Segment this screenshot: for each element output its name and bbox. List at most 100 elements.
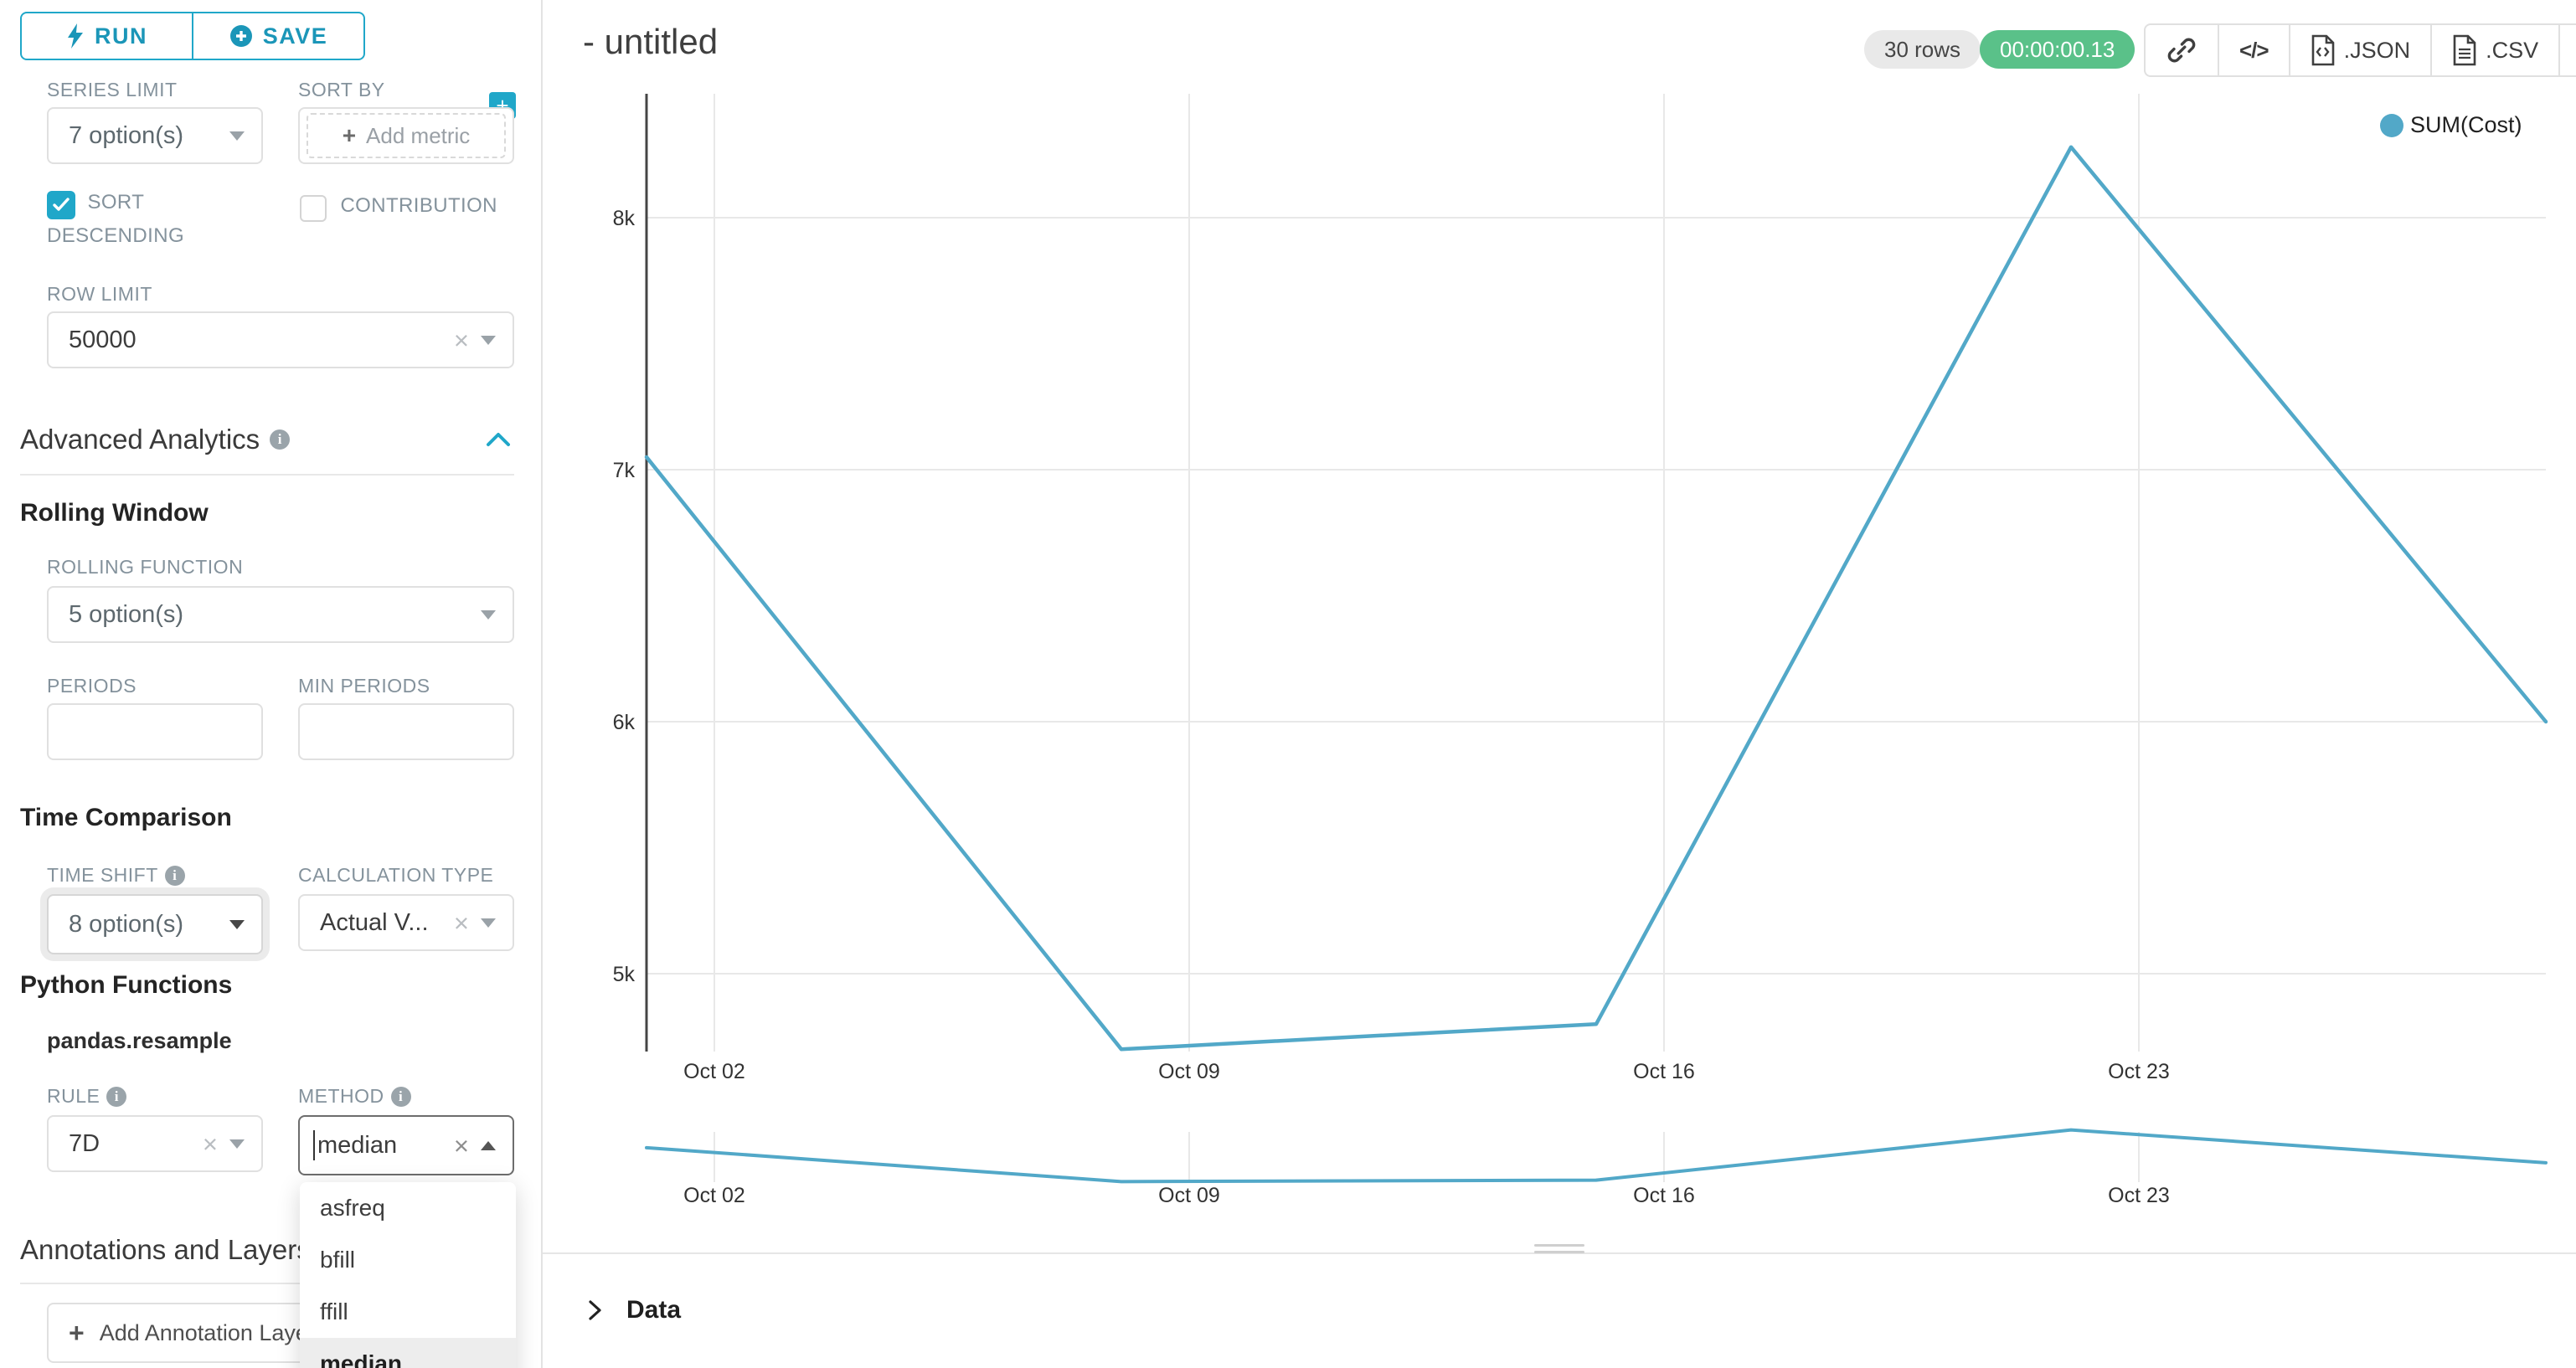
method-label: METHOD i [298,1085,411,1108]
legend-item[interactable]: SUM(Cost) [2380,112,2522,138]
plus-circle-icon [229,25,252,47]
rolling-window-title: Rolling Window [20,499,209,527]
run-save-button-group: RUN SAVE [20,12,365,60]
export-button-group: </> .JSON .CSV [2144,23,2576,77]
contribution-checkbox[interactable] [300,194,327,222]
info-circle-icon[interactable]: i [390,1086,411,1107]
info-circle-icon[interactable]: i [164,865,185,886]
time-shift-value: 8 option(s) [69,910,184,938]
x-tick-label: Oct 02 [683,1060,745,1083]
info-circle-icon[interactable]: i [106,1086,127,1107]
export-json-label: .JSON [2343,37,2411,63]
section-divider [20,1283,514,1284]
save-button-label: SAVE [262,23,328,49]
time-shift-label: TIME SHIFT i [47,864,185,887]
clear-icon[interactable]: × [202,1129,218,1159]
min-periods-input[interactable] [298,703,514,760]
annotations-title: Annotations and Layers [20,1234,311,1265]
plus-icon: + [69,1317,85,1348]
sort-descending-checkbox[interactable] [47,190,75,219]
rolling-function-label: ROLLING FUNCTION [47,556,244,578]
advanced-analytics-title: Advanced Analytics [20,424,260,455]
clear-icon[interactable]: × [453,325,469,355]
export-csv-button[interactable]: .CSV [2430,25,2558,75]
method-value: median [317,1131,398,1159]
contribution-control[interactable]: CONTRIBUTION [300,189,534,223]
check-icon [53,198,70,211]
save-button[interactable]: SAVE [192,13,363,59]
method-option-ffill[interactable]: ffill [320,1299,348,1324]
pandas-resample-label: pandas.resample [47,1028,232,1053]
method-dropdown: asfreq bfill ffill median [300,1182,516,1368]
row-count-badge: 30 rows [1864,30,1981,69]
x-tick-label: Oct 09 [1158,1060,1220,1083]
add-metric-label: Add metric [366,122,471,148]
info-circle-icon[interactable]: i [270,429,291,450]
copy-link-button[interactable] [2146,25,2218,75]
chevron-down-icon [481,335,496,345]
embed-code-button[interactable]: </> [2218,25,2289,75]
clear-icon[interactable]: × [453,908,469,938]
time-comparison-title: Time Comparison [20,804,232,831]
advanced-analytics-header[interactable]: Advanced Analytics i [20,424,291,455]
contribution-label: CONTRIBUTION [340,194,497,217]
row-limit-value: 50000 [69,326,137,353]
series-limit-select[interactable]: 7 option(s) [47,107,263,164]
rule-select[interactable]: 7D × [47,1115,263,1172]
section-divider [20,474,514,476]
method-option-asfreq[interactable]: asfreq [320,1195,385,1221]
periods-input[interactable] [47,703,263,760]
export-json-button[interactable]: .JSON [2288,25,2431,75]
mini-x-tick-label: Oct 09 [1158,1184,1220,1207]
link-icon [2167,38,2196,63]
chevron-down-icon [481,918,496,928]
text-cursor [313,1130,315,1160]
series-limit-label: SERIES LIMIT [47,79,178,100]
chevron-down-icon [481,609,496,620]
rolling-function-select[interactable]: 5 option(s) [47,586,514,643]
method-combobox[interactable]: median × [298,1115,514,1175]
rule-value: 7D [69,1129,100,1157]
data-panel-title: Data [626,1296,682,1324]
lightning-bolt-icon [68,23,83,49]
legend-label: SUM(Cost) [2410,112,2522,137]
line-chart[interactable]: 8k 7k 6k 5k Oct 02 Oct 02 Oct 09 Oct 09 Oct 16 Oc… [543,0,2576,1368]
query-timer-badge: 00:00:00.13 [1980,30,2136,69]
series-limit-value: 7 option(s) [69,121,184,149]
sort-descending-control[interactable]: SORT DESCENDING [47,186,256,253]
row-limit-label: ROW LIMIT [47,283,152,305]
method-option-bfill[interactable]: bfill [320,1247,356,1273]
control-panel-sidebar: RUN SAVE SERIES LIMIT SORT BY + 7 option… [0,0,543,1368]
row-limit-select[interactable]: 50000 × [47,311,514,368]
chevron-up-icon [481,1140,496,1150]
y-tick-label: 5k [613,963,636,986]
chart-panel: - untitled 30 rows 00:00:00.13 </> .JSON [543,0,2576,1368]
method-option-median[interactable]: median [300,1338,516,1368]
resize-drag-handle[interactable] [1534,1244,1584,1257]
legend-dot-icon [2380,113,2403,137]
sort-by-label: SORT BY [298,79,385,100]
x-tick-label: Oct 23 [2108,1060,2170,1083]
run-button[interactable]: RUN [22,13,192,59]
clear-icon[interactable]: × [453,1130,469,1160]
chevron-right-icon [589,1300,601,1320]
rolling-function-value: 5 option(s) [69,600,184,628]
panel-divider [543,1252,2576,1254]
cost-line [644,145,2548,1052]
data-panel-toggle[interactable]: Data [586,1296,681,1324]
sort-descending-label: SORT DESCENDING [47,191,185,247]
mini-cost-line [645,1128,2548,1184]
add-annotation-layer-label: Add Annotation Layer [99,1319,316,1345]
chart-menu-button[interactable] [2558,25,2576,75]
add-metric-button[interactable]: + Add metric [307,113,506,158]
time-shift-select[interactable]: 8 option(s) [47,894,263,954]
python-functions-title: Python Functions [20,971,233,999]
chevron-up-icon[interactable] [486,432,511,447]
calculation-type-label: CALCULATION TYPE [298,864,494,886]
x-tick-label: Oct 16 [1633,1060,1695,1083]
run-button-label: RUN [95,23,147,49]
rule-label: RULE i [47,1085,127,1108]
sort-by-select: + Add metric [298,107,514,164]
export-csv-label: .CSV [2486,37,2539,63]
calculation-type-select[interactable]: Actual V... × [298,894,514,951]
